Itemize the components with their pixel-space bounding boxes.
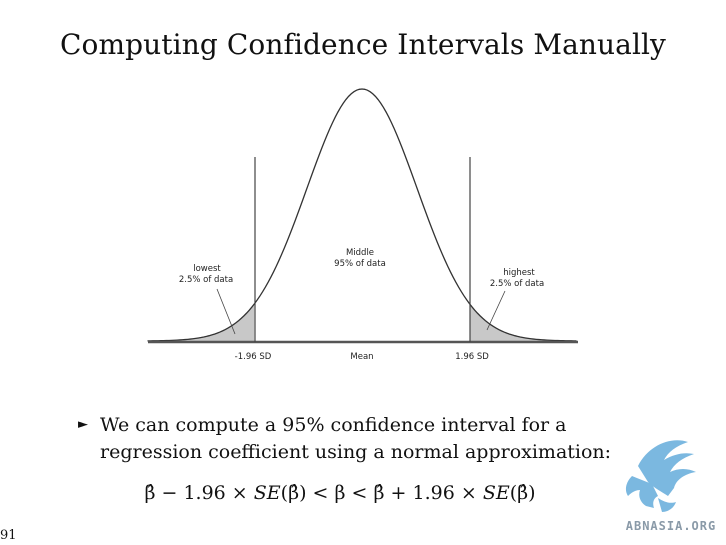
formula-lt-2: < — [351, 482, 368, 504]
highest-label: highest — [503, 268, 535, 278]
formula-coef-2: 1.96 — [412, 482, 455, 504]
formula-beta-hat-2: β̂ — [288, 482, 300, 504]
formula-plus: + — [390, 482, 407, 504]
formula-beta-hat-4: β̂ — [517, 482, 529, 504]
lowest-pointer — [216, 288, 236, 335]
formula-open-paren-2: ( — [509, 482, 518, 504]
tick-label-lower: -1.96 SD — [235, 352, 272, 362]
slide-title: Computing Confidence Intervals Manually — [60, 28, 666, 61]
formula-lt-1: < — [312, 482, 329, 504]
formula-se-1: SE — [253, 482, 281, 504]
middle-label: Middle — [346, 248, 374, 258]
formula-times-1: × — [231, 482, 248, 504]
confidence-interval-formula: β̂ − 1.96 × SE(β̂) < β < β̂ + 1.96 × SE(… — [0, 482, 680, 504]
lowest-label: lowest — [193, 264, 221, 274]
middle-sub-label: 95% of data — [334, 259, 386, 269]
page-number: 91 — [0, 528, 17, 543]
formula-coef-1: 1.96 — [183, 482, 226, 504]
formula-beta: β — [334, 482, 346, 504]
griffin-icon — [625, 440, 696, 512]
bullet-text: We can compute a 95% confidence interval… — [100, 414, 612, 463]
highest-pointer — [486, 290, 506, 331]
formula-close-paren-2: ) — [528, 482, 536, 504]
lowest-sub-label: 2.5% of data — [179, 275, 233, 285]
bullet-marker-icon: ► — [78, 417, 88, 432]
highest-sub-label: 2.5% of data — [490, 279, 544, 289]
formula-minus: − — [161, 482, 178, 504]
formula-open-paren-1: ( — [280, 482, 289, 504]
formula-se-2: SE — [482, 482, 510, 504]
formula-beta-hat-1: β̂ — [144, 482, 156, 504]
lower-tail-shading — [147, 304, 255, 341]
tick-label-mean: Mean — [350, 352, 373, 362]
logo-text: ABNASIA.ORG — [626, 519, 716, 533]
formula-beta-hat-3: β̂ — [373, 482, 385, 504]
upper-tail-shading — [469, 304, 577, 341]
abnasia-logo: ABNASIA.ORG — [625, 440, 716, 533]
formula-close-paren-1: ) — [299, 482, 307, 504]
formula-times-2: × — [460, 482, 477, 504]
tick-label-upper: 1.96 SD — [455, 352, 489, 362]
bell-curve — [147, 88, 577, 342]
